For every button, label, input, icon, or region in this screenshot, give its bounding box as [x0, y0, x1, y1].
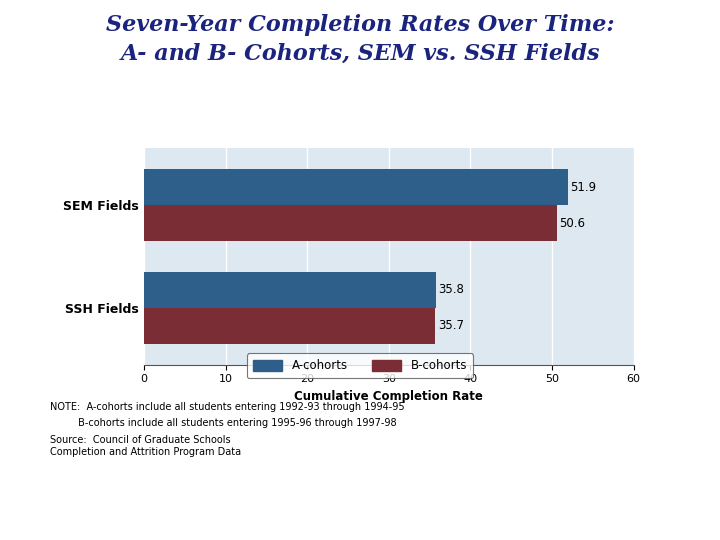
Bar [144, 272, 436, 308]
Bar [144, 205, 557, 241]
Text: NOTE:  A-cohorts include all students entering 1992-93 through 1994-95: NOTE: A-cohorts include all students ent… [50, 402, 405, 413]
Text: 35.8: 35.8 [438, 284, 464, 296]
Text: Source:  Council of Graduate Schools: Source: Council of Graduate Schools [50, 435, 231, 445]
Bar [144, 308, 436, 344]
Bar [144, 169, 567, 205]
Legend: A-cohorts, B-cohorts: A-cohorts, B-cohorts [247, 354, 473, 378]
Text: 50.6: 50.6 [559, 217, 585, 230]
Text: 51.9: 51.9 [570, 180, 596, 193]
Text: 35.7: 35.7 [438, 320, 464, 333]
Text: A- and B- Cohorts, SEM vs. SSH Fields: A- and B- Cohorts, SEM vs. SSH Fields [120, 43, 600, 65]
Text: Seven-Year Completion Rates Over Time:: Seven-Year Completion Rates Over Time: [106, 14, 614, 36]
X-axis label: Cumulative Completion Rate: Cumulative Completion Rate [294, 390, 483, 403]
Text: Council of Graduate Schools: Council of Graduate Schools [130, 508, 371, 523]
Text: Completion and Attrition Program Data: Completion and Attrition Program Data [50, 447, 241, 457]
Text: B-cohorts include all students entering 1995-96 through 1997-98: B-cohorts include all students entering … [50, 418, 397, 429]
